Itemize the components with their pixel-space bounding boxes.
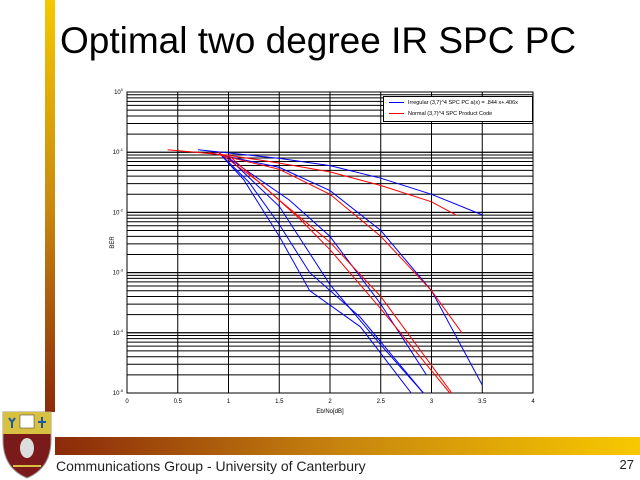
x-tick-label: 3.5 xyxy=(478,399,487,405)
series-line-irregular xyxy=(198,149,483,216)
series-line-normal xyxy=(228,154,453,394)
y-axis-label: BER xyxy=(110,236,116,249)
y-tick-label: 10-2 xyxy=(113,207,124,216)
legend-swatch-blue xyxy=(389,102,404,103)
x-tick-label: 2.5 xyxy=(377,399,386,405)
slide-title: Optimal two degree IR SPC PC xyxy=(60,20,577,61)
x-axis-label: Eb/No[dB] xyxy=(316,409,344,415)
series-line-irregular xyxy=(218,151,424,394)
footer-text: Communications Group - University of Can… xyxy=(56,458,366,474)
university-crest-logo xyxy=(2,411,52,479)
x-tick-label: 1.5 xyxy=(275,399,284,405)
accent-horizontal-bar xyxy=(55,437,640,455)
series-line-irregular xyxy=(208,151,483,386)
series-line-irregular xyxy=(218,151,412,394)
x-tick-label: 2 xyxy=(328,399,332,405)
chart-legend: Irregular (3,7)^4 SPC PC a(x) = .844 x+.… xyxy=(383,96,533,122)
legend-swatch-red xyxy=(389,113,404,114)
x-tick-label: 0.5 xyxy=(174,399,183,405)
series-line-irregular xyxy=(228,157,424,394)
y-tick-label: 10-3 xyxy=(113,268,124,277)
accent-vertical-bar xyxy=(45,0,55,412)
series-line-normal xyxy=(218,151,451,394)
y-tick-label: 10-5 xyxy=(113,388,124,397)
legend-label: Irregular (3,7)^4 SPC PC a(x) = .844 x+.… xyxy=(408,99,518,106)
y-tick-label: 10-4 xyxy=(113,328,124,337)
y-tick-label: 10-1 xyxy=(113,147,124,156)
x-tick-label: 0 xyxy=(125,399,129,405)
legend-label: Normal (3,7)^4 SPC Product Code xyxy=(408,110,493,117)
page-number: 27 xyxy=(619,457,634,472)
x-tick-label: 4 xyxy=(531,399,535,405)
legend-item-normal: Normal (3,7)^4 SPC Product Code xyxy=(384,108,532,119)
legend-item-irregular: Irregular (3,7)^4 SPC PC a(x) = .844 x+.… xyxy=(384,97,532,108)
x-tick-label: 1 xyxy=(227,399,231,405)
y-tick-label: 100 xyxy=(114,87,124,96)
x-tick-label: 3 xyxy=(430,399,434,405)
series-line-normal xyxy=(208,151,463,334)
